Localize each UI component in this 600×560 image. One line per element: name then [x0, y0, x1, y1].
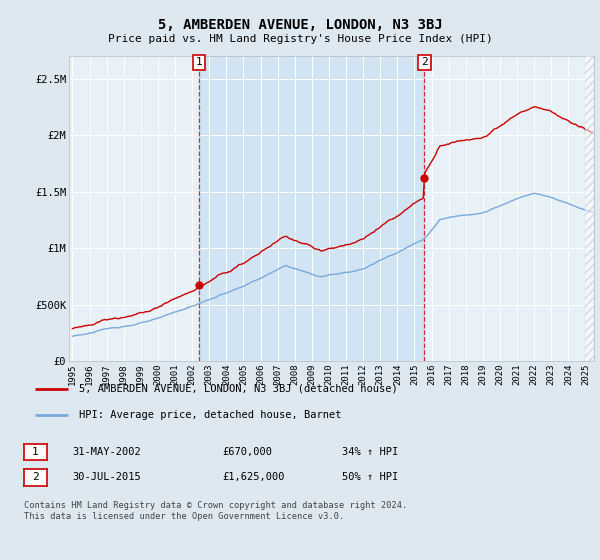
- Text: 31-MAY-2002: 31-MAY-2002: [72, 447, 141, 457]
- Text: £670,000: £670,000: [222, 447, 272, 457]
- Text: 5, AMBERDEN AVENUE, LONDON, N3 3BJ (detached house): 5, AMBERDEN AVENUE, LONDON, N3 3BJ (deta…: [79, 384, 398, 394]
- Text: 30-JUL-2015: 30-JUL-2015: [72, 472, 141, 482]
- Text: HPI: Average price, detached house, Barnet: HPI: Average price, detached house, Barn…: [79, 410, 342, 420]
- Text: 5, AMBERDEN AVENUE, LONDON, N3 3BJ: 5, AMBERDEN AVENUE, LONDON, N3 3BJ: [158, 18, 442, 32]
- Text: 2: 2: [421, 57, 428, 67]
- Text: Price paid vs. HM Land Registry's House Price Index (HPI): Price paid vs. HM Land Registry's House …: [107, 34, 493, 44]
- Text: £1,625,000: £1,625,000: [222, 472, 284, 482]
- Text: 1: 1: [32, 447, 39, 457]
- Text: 50% ↑ HPI: 50% ↑ HPI: [342, 472, 398, 482]
- Text: Contains HM Land Registry data © Crown copyright and database right 2024.
This d: Contains HM Land Registry data © Crown c…: [24, 501, 407, 521]
- Text: 1: 1: [196, 57, 203, 67]
- Text: 34% ↑ HPI: 34% ↑ HPI: [342, 447, 398, 457]
- Text: 2: 2: [32, 472, 39, 482]
- Bar: [199, 56, 424, 361]
